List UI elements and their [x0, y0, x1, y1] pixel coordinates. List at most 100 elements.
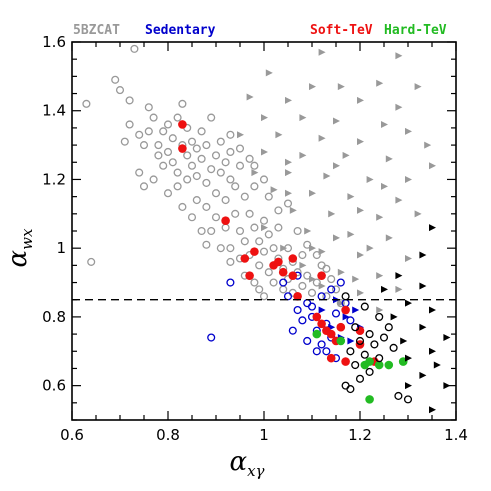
legend-item: Hard-TeV [384, 23, 447, 38]
data-point [279, 278, 288, 287]
data-point [285, 96, 292, 104]
data-point [357, 251, 364, 259]
data-point [274, 206, 283, 215]
data-point [327, 285, 336, 294]
data-point [317, 271, 326, 280]
data-point [250, 247, 259, 256]
data-point [235, 226, 245, 236]
data-point [163, 147, 173, 157]
data-point [259, 175, 269, 184]
data-point [202, 178, 211, 187]
data-point [246, 93, 254, 101]
data-point [269, 244, 278, 253]
data-point [274, 257, 283, 267]
data-point [360, 302, 369, 311]
data-point [326, 353, 336, 363]
data-point [355, 336, 365, 346]
data-point [342, 313, 350, 321]
series-hard-tev [312, 329, 408, 404]
data-point [275, 131, 283, 139]
data-point [211, 189, 221, 198]
data-point [226, 257, 235, 266]
x-axis-label: αxγ [230, 447, 265, 480]
data-point [357, 289, 364, 297]
data-point [351, 360, 360, 370]
data-point [269, 278, 278, 287]
x-tick-label: 0.8 [156, 426, 180, 444]
data-point [178, 144, 187, 153]
data-point [207, 226, 216, 236]
data-point [221, 158, 230, 167]
data-point [419, 251, 427, 259]
data-point [139, 182, 149, 191]
data-point [285, 158, 292, 166]
data-point [360, 350, 369, 359]
data-point [240, 237, 249, 246]
data-point [149, 175, 158, 184]
data-point [154, 151, 163, 160]
data-point [375, 354, 384, 363]
data-point [376, 272, 384, 280]
data-point [192, 144, 201, 153]
data-point [347, 230, 355, 238]
data-point [365, 330, 374, 339]
data-point [381, 182, 388, 190]
data-point [299, 114, 307, 122]
data-point [327, 275, 336, 284]
data-point [429, 162, 436, 170]
data-point [159, 127, 168, 136]
legend-item: 5BZCAT [73, 23, 120, 38]
y-axis-symbol: α [3, 249, 33, 267]
x-tick-label: 1.2 [348, 426, 372, 444]
series-soft-tev [178, 120, 379, 366]
data-point [125, 120, 134, 129]
data-point [231, 182, 240, 191]
data-point [216, 137, 225, 146]
y-tick-label: 0.8 [42, 308, 66, 326]
data-point [250, 161, 259, 170]
data-point [144, 103, 153, 112]
data-point [347, 337, 355, 345]
data-point [309, 275, 316, 283]
data-point [159, 161, 168, 170]
data-point [346, 385, 355, 394]
data-point [178, 202, 187, 211]
data-point [288, 254, 298, 263]
data-point [385, 155, 393, 163]
data-point [366, 175, 374, 183]
data-point [405, 299, 412, 307]
data-point [317, 261, 326, 270]
data-point [395, 52, 403, 60]
data-point [341, 381, 350, 390]
data-point [82, 99, 91, 108]
data-point [379, 333, 389, 342]
data-point [307, 302, 317, 311]
data-point [278, 267, 288, 277]
data-point [216, 168, 225, 177]
data-point [135, 168, 144, 177]
data-point [351, 323, 360, 332]
data-point [144, 127, 153, 136]
data-point [207, 113, 216, 122]
data-point [298, 316, 307, 325]
data-point [376, 213, 384, 221]
data-point [221, 223, 230, 232]
data-point [261, 114, 268, 122]
data-point [173, 113, 182, 122]
data-point [245, 154, 254, 163]
data-point [318, 282, 326, 290]
data-point [264, 268, 273, 277]
data-point [168, 134, 177, 143]
data-point [322, 264, 331, 273]
data-point [115, 86, 125, 95]
y-tick-label: 1.2 [42, 170, 66, 188]
data-point [274, 223, 283, 232]
data-point [245, 209, 254, 218]
data-point [255, 237, 264, 246]
data-point [183, 175, 192, 184]
data-point [221, 216, 230, 225]
plot-frame [71, 41, 457, 421]
data-point [299, 261, 307, 269]
data-point [240, 254, 250, 263]
data-point [331, 285, 341, 294]
